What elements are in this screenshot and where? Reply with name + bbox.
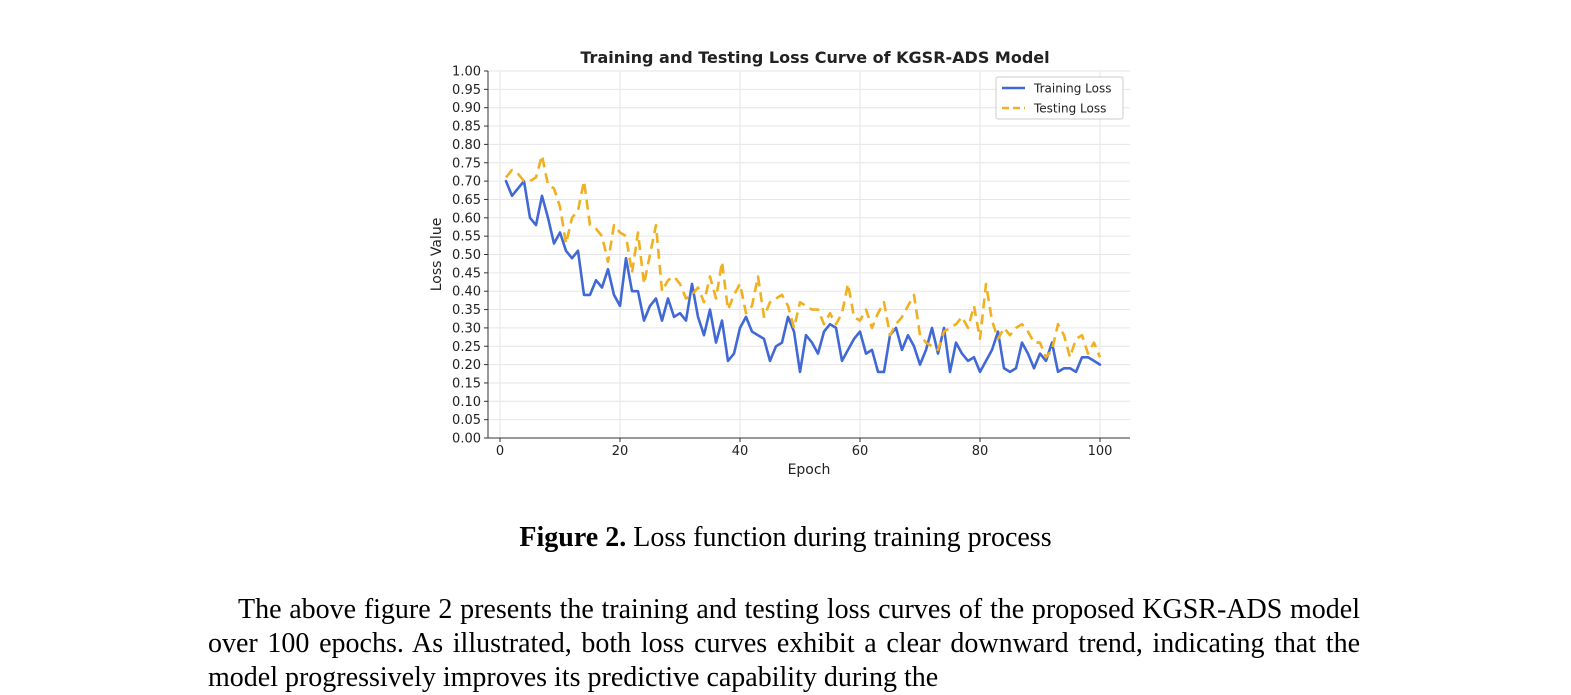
y-tick-label: 0.90 bbox=[452, 101, 481, 116]
y-tick-label: 0.25 bbox=[452, 340, 481, 355]
x-tick-label: 60 bbox=[852, 444, 869, 459]
y-tick-label: 0.95 bbox=[452, 83, 481, 98]
x-axis-label: Epoch bbox=[788, 462, 831, 478]
y-tick-label: 0.70 bbox=[452, 175, 481, 190]
y-tick-label: 0.50 bbox=[452, 248, 481, 263]
x-tick-label: 20 bbox=[612, 444, 629, 459]
legend-label: Testing Loss bbox=[1033, 102, 1106, 116]
y-tick-label: 0.80 bbox=[452, 138, 481, 153]
legend-box bbox=[995, 76, 1124, 120]
figure-caption: Figure 2. Loss function during training … bbox=[0, 522, 1571, 554]
loss-curve-chart: 0.00 0.05 0.10 0.15 0.20 0.25 0.30 0.35 0.40 0.45… bbox=[429, 48, 1130, 478]
y-tick-label: 0.00 bbox=[452, 432, 481, 447]
body-paragraph: The above figure 2 presents the training… bbox=[208, 594, 1360, 693]
x-tick-label: 80 bbox=[972, 444, 989, 459]
x-tick-label: 0 bbox=[496, 444, 504, 459]
chart-title: Training and Testing Loss Curve of KGSR-… bbox=[580, 48, 1049, 67]
series-line-testing-loss bbox=[504, 154, 1102, 359]
legend-label: Training Loss bbox=[1033, 82, 1111, 96]
y-tick-label: 0.35 bbox=[452, 303, 481, 318]
figure: 0.00 0.05 0.10 0.15 0.20 0.25 0.30 0.35 0.40 0.45… bbox=[429, 48, 1130, 478]
x-tick-label: 40 bbox=[732, 444, 749, 459]
figure-caption-label: Figure 2. bbox=[519, 522, 627, 553]
y-tick-label: 0.75 bbox=[452, 156, 481, 171]
y-tick-label: 0.85 bbox=[452, 120, 481, 135]
y-tick-label: 0.20 bbox=[452, 358, 481, 373]
y-axis-label: Loss Value bbox=[429, 218, 445, 292]
y-tick-label: 0.30 bbox=[452, 321, 481, 336]
y-tick-label: 0.40 bbox=[452, 285, 481, 300]
y-tick-label: 0.05 bbox=[452, 413, 481, 428]
y-tick-label: 0.45 bbox=[452, 266, 481, 281]
series-line-training-loss bbox=[504, 179, 1102, 374]
y-tick-label: 0.60 bbox=[452, 211, 481, 226]
figure-caption-text: Loss function during training process bbox=[626, 522, 1052, 553]
y-tick-label: 0.10 bbox=[452, 395, 481, 410]
x-tick-label: 100 bbox=[1088, 444, 1113, 459]
y-tick-label: 0.55 bbox=[452, 230, 481, 245]
y-tick-label: 0.65 bbox=[452, 193, 481, 208]
y-tick-label: 0.15 bbox=[452, 376, 481, 391]
y-tick-label: 1.00 bbox=[452, 65, 481, 80]
